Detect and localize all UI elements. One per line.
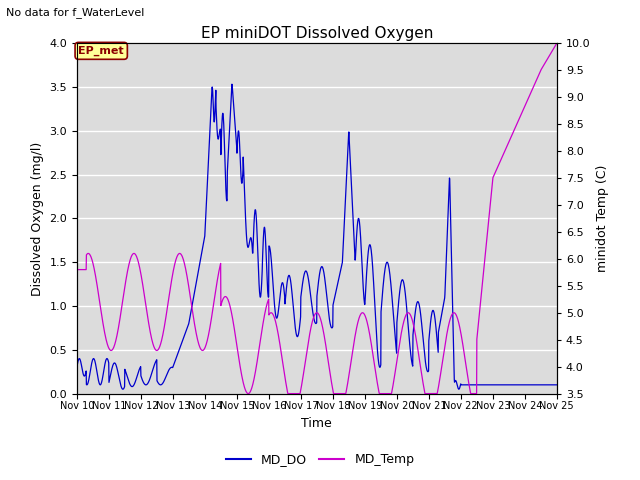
Text: EP_met: EP_met: [79, 46, 124, 56]
X-axis label: Time: Time: [301, 417, 332, 430]
Legend: MD_DO, MD_Temp: MD_DO, MD_Temp: [221, 448, 419, 471]
Text: No data for f_WaterLevel: No data for f_WaterLevel: [6, 7, 145, 18]
Title: EP miniDOT Dissolved Oxygen: EP miniDOT Dissolved Oxygen: [200, 25, 433, 41]
Y-axis label: minidot Temp (C): minidot Temp (C): [596, 165, 609, 272]
Y-axis label: Dissolved Oxygen (mg/l): Dissolved Oxygen (mg/l): [31, 141, 44, 296]
